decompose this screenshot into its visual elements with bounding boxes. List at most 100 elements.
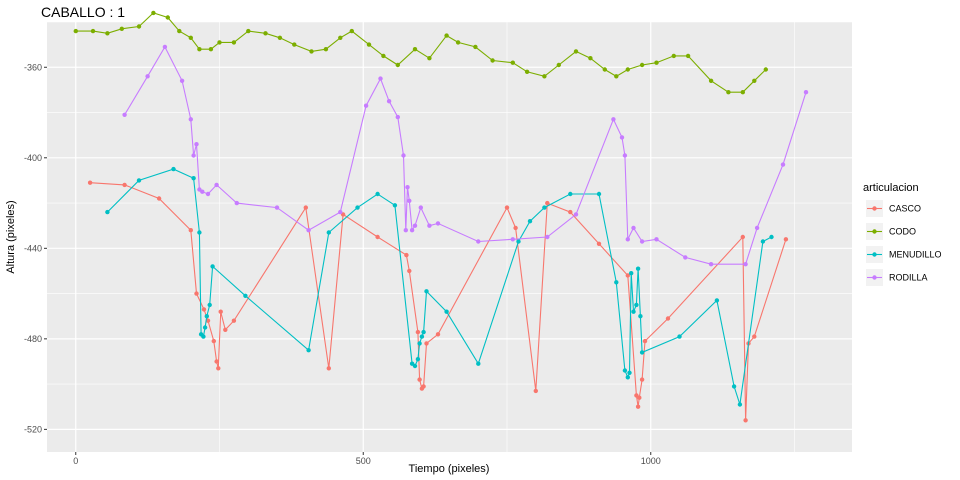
data-point-menudillo [191,176,196,181]
data-point-rodilla [625,237,630,242]
data-point-codo [231,40,237,45]
data-point-codo [277,35,283,40]
data-point-rodilla [306,228,311,233]
data-point-casco [122,182,127,188]
data-point-menudillo [207,302,212,308]
legend-label-rodilla: RODILLA [889,273,928,283]
legend-item-codo: CODO [866,223,916,240]
data-point-rodilla [378,76,383,81]
data-point-codo [246,28,251,34]
data-point-menudillo [197,230,202,235]
data-point-casco [415,329,421,335]
data-point-menudillo [527,219,533,224]
data-point-codo [338,35,343,40]
data-point-codo [685,53,691,59]
data-point-casco [303,205,308,210]
data-point-menudillo [355,205,360,210]
data-point-casco [743,418,748,423]
data-point-casco [752,334,757,339]
grid-lines [47,21,852,452]
data-point-rodilla [510,237,515,242]
data-point-codo [165,15,170,20]
data-point-codo [208,47,214,52]
data-point-rodilla [234,200,239,206]
data-point-codo [90,28,96,34]
data-point-rodilla [611,117,616,122]
data-point-codo [73,28,79,34]
series-codo [73,10,768,95]
data-point-codo [614,74,619,79]
data-point-menudillo [444,309,449,314]
data-point-codo [752,78,757,84]
data-point-rodilla [363,103,369,108]
data-point-codo [763,67,768,72]
y-tick-label: -480 [24,334,42,344]
legend-title: articulacion [863,182,919,194]
data-point-casco [201,307,207,312]
data-point-rodilla [403,228,408,233]
legend-item-rodilla: RODILLA [866,269,928,286]
data-point-rodilla [188,117,193,122]
chart-title: CABALLO : 1 [41,4,125,20]
data-point-menudillo [714,298,720,303]
series-menudillo [105,166,774,407]
data-point-rodilla [407,198,412,203]
data-point-codo [217,40,222,45]
y-tick-label: -400 [24,153,42,163]
data-point-codo [177,28,182,34]
data-point-menudillo [542,205,547,210]
data-point-menudillo [634,302,639,308]
data-point-menudillo [614,280,619,285]
data-point-menudillo [596,191,602,197]
data-point-codo [708,78,714,84]
data-point-rodilla [545,234,550,240]
data-point-codo [105,31,110,36]
data-point-menudillo [421,329,426,335]
data-point-rodilla [476,239,481,244]
data-point-rodilla [191,153,196,158]
data-point-codo [349,28,354,34]
data-point-codo [188,35,193,40]
data-point-codo [323,47,329,52]
data-point-casco [545,200,550,206]
data-point-casco [635,404,641,409]
data-point-menudillo [737,402,743,407]
data-point-codo [197,47,202,52]
data-point-menudillo [392,203,398,208]
x-tick-label: 500 [356,456,371,466]
data-point-menudillo [627,370,632,375]
plot-panel [47,22,852,452]
data-point-codo [588,56,593,61]
data-point-casco [504,205,510,210]
legend-item-menudillo: MENUDILLO [866,246,942,263]
data-point-rodilla [619,135,625,140]
data-point-rodilla [386,99,392,104]
data-point-casco [156,196,162,201]
data-point-codo [639,62,645,68]
data-point-codo [263,31,268,36]
data-point-menudillo [171,166,176,172]
data-point-menudillo [677,334,682,339]
data-point-menudillo [629,271,634,276]
data-point-codo [151,10,156,16]
data-point-rodilla [401,153,406,158]
data-point-casco [513,225,518,231]
data-point-casco [194,291,199,296]
data-point-casco [533,388,538,394]
series-rodilla [122,44,809,267]
data-point-casco [407,268,412,274]
data-point-casco [625,273,630,278]
data-point-codo [292,42,297,47]
data-point-rodilla [654,237,659,242]
legend-key-point [872,206,877,211]
data-point-codo [740,90,745,95]
data-point-casco [375,234,380,240]
data-point-menudillo [105,209,110,215]
y-tick-label: -360 [24,62,42,72]
data-point-menudillo [625,375,630,380]
data-point-menudillo [476,361,481,366]
data-point-rodilla [409,228,415,233]
data-point-menudillo [622,368,628,373]
data-point-menudillo [204,314,209,319]
data-point-menudillo [769,234,774,240]
